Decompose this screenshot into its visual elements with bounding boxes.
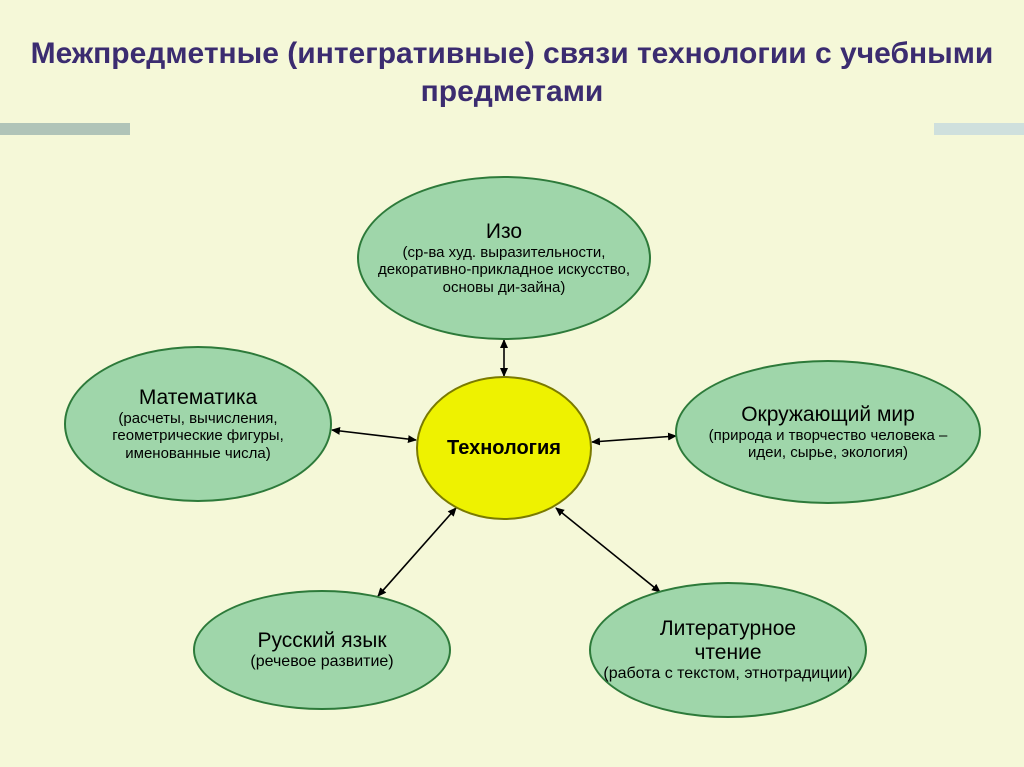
slide-title: Межпредметные (интегративные) связи техн… [0,35,1024,110]
node-center: Технология [416,376,592,520]
node-world: Окружающий мир(природа и творчество чело… [675,360,981,504]
accent-bar-right [934,123,1024,135]
slide: Межпредметные (интегративные) связи техн… [0,0,1024,767]
center-title: Технология [447,437,561,460]
connector-math [332,430,416,440]
node-rus-sub: (речевое развитие) [250,653,393,671]
connector-lit [556,508,660,592]
connector-world [592,436,676,442]
node-lit-title: Литературноечтение [660,617,796,665]
node-izo-sub: (ср-ва худ. выразительности, декоративно… [371,244,637,296]
node-rus: Русский язык(речевое развитие) [193,590,451,710]
node-math-title: Математика [139,386,257,410]
connector-rus [378,508,456,596]
node-izo: Изо(ср-ва худ. выразительности, декорати… [357,176,651,340]
node-world-sub: (природа и творчество человека – идеи, с… [689,427,967,462]
node-lit: Литературноечтение (работа с текстом, эт… [589,582,867,718]
node-math-sub: (расчеты, вычисления, геометрические фиг… [78,410,318,462]
node-world-title: Окружающий мир [741,403,915,427]
title-wrap: Межпредметные (интегративные) связи техн… [0,35,1024,110]
node-rus-title: Русский язык [257,629,386,653]
accent-bar-left [0,123,130,135]
node-lit-sub: (работа с текстом, этнотрадиции) [603,665,852,683]
node-math: Математика(расчеты, вычисления, геометри… [64,346,332,502]
node-izo-title: Изо [486,220,522,244]
